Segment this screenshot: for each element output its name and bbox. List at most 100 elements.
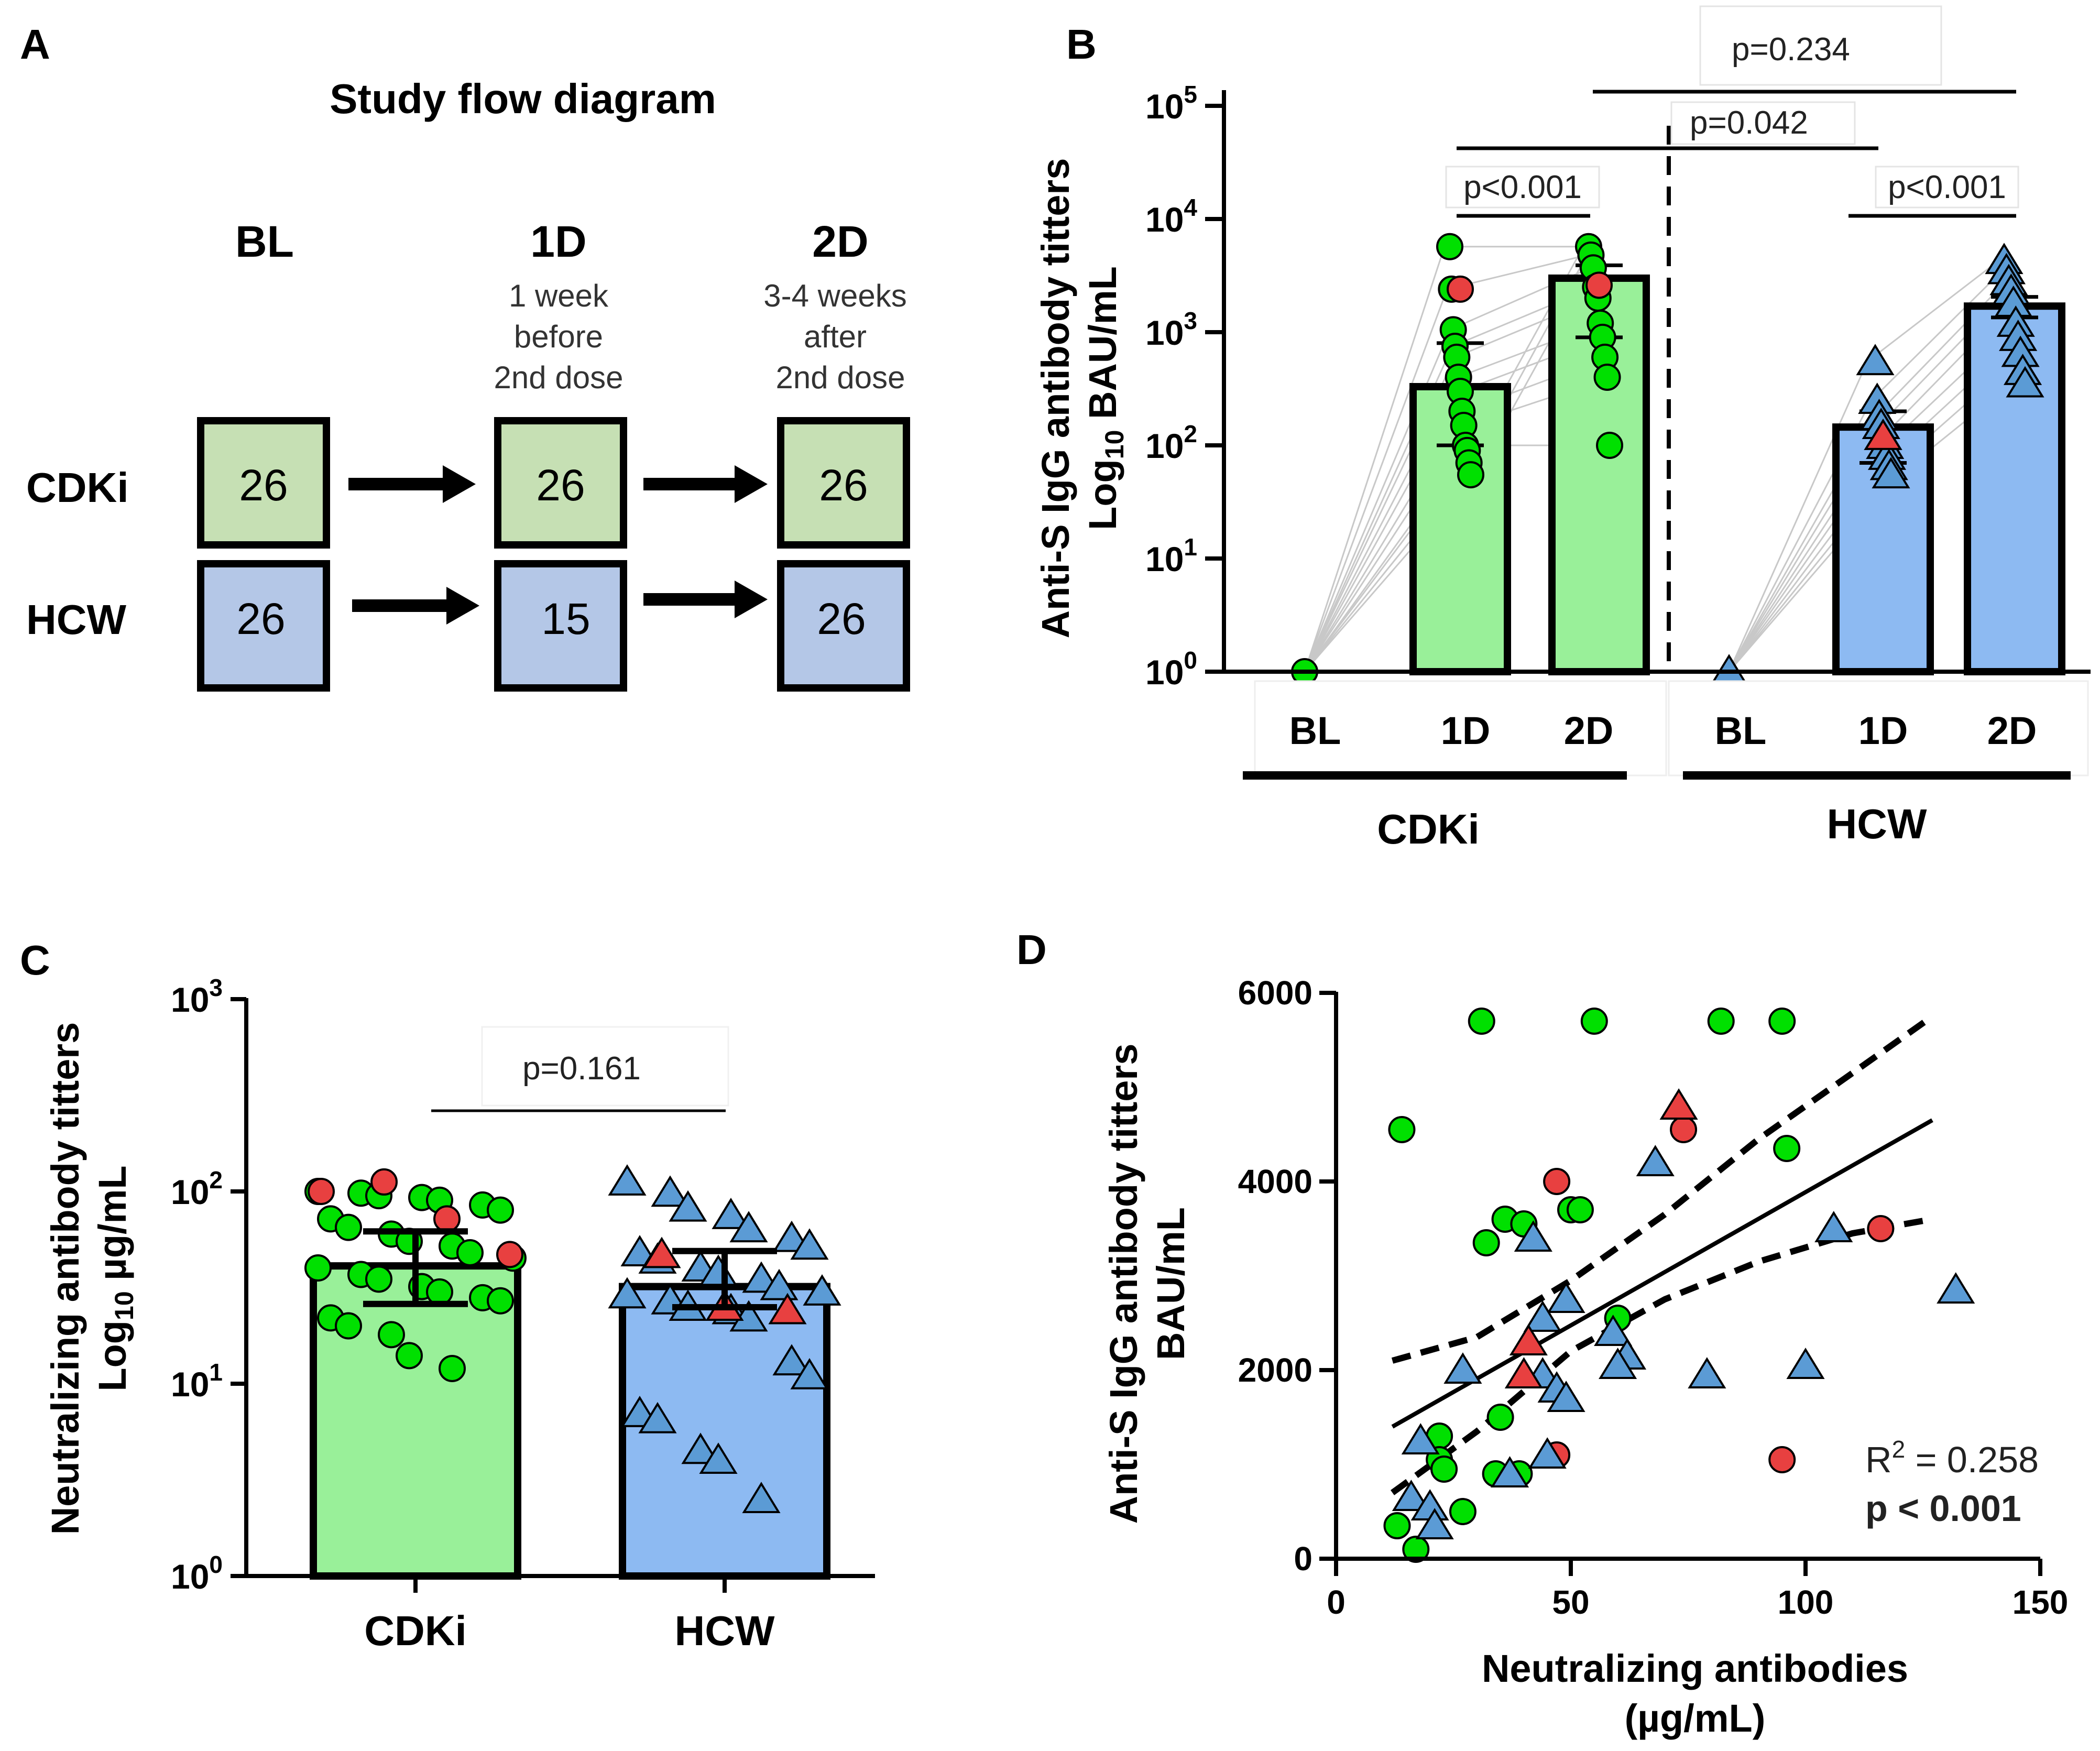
d-point-circle: [1768, 1446, 1796, 1473]
c-point-hcw: [669, 1190, 707, 1222]
c-point-cdki: [396, 1342, 423, 1370]
d-x-tick-label: 100: [1778, 1583, 1834, 1621]
b-xtick-label: 2D: [1564, 709, 1614, 752]
flow-row-cdki: CDKi: [26, 464, 129, 511]
flow-count: 26: [236, 594, 285, 643]
b-xtick-label: BL: [1715, 709, 1767, 752]
c-point-cdki: [456, 1239, 484, 1266]
d-r2-sup: 2: [1892, 1436, 1906, 1463]
panel-d-chart: D Anti-S IgG antibody titters BAU/mL 020…: [1016, 926, 2068, 1740]
flow-col-1d-note: 2nd dose: [494, 360, 624, 395]
c-point-red: [370, 1168, 398, 1196]
d-point-triangle: [1490, 1456, 1529, 1487]
flow-box-cdki-2d: [777, 417, 910, 549]
b-sig-label: p=0.234: [1732, 31, 1850, 68]
flow-col-1d-note: before: [514, 319, 603, 354]
flow-count: 26: [817, 594, 866, 643]
b-xlabel-box: [1254, 680, 1667, 776]
d-point-circle: [1430, 1455, 1458, 1483]
b-y-tick-label-exp: 3: [1184, 307, 1197, 334]
panel-a-flow-diagram: A Study flow diagram BL 1D 1 week before…: [20, 21, 910, 692]
c-y-tick-label-exp: 3: [209, 974, 223, 1001]
d-point-triangle: [1636, 1145, 1675, 1176]
b-y-tick-label-base: 10: [1145, 87, 1184, 126]
b-points: [1291, 233, 2044, 685]
c-point-hcw: [742, 1482, 781, 1513]
d-y-axis-label: Anti-S IgG antibody titters BAU/mL: [1102, 1044, 1193, 1524]
c-point-cdki: [304, 1254, 332, 1282]
b-group-label-hcw: HCW: [1826, 801, 1927, 847]
b-sig-label: p<0.001: [1463, 169, 1582, 205]
b-y-tick-label: 100: [1145, 647, 1197, 692]
flow-count: 26: [536, 461, 585, 510]
d-regression-line: [1391, 1118, 1933, 1429]
c-point-red: [308, 1178, 335, 1205]
b-xtick-label: 1D: [1858, 709, 1908, 752]
arrow-head-icon: [446, 587, 479, 625]
c-y-axis-label: Neutralizing antibody titters Log10 µg/m…: [43, 1022, 139, 1535]
d-point-circle: [1566, 1196, 1594, 1223]
b-point-cdki: [1593, 363, 1621, 391]
c-point-red: [433, 1205, 461, 1233]
c-point-hcw: [699, 1442, 738, 1474]
d-point-triangle: [1523, 1300, 1562, 1332]
d-point-triangle: [1594, 1315, 1633, 1346]
b-xtick-label: 2D: [1987, 709, 2037, 752]
d-x-tick-label: 0: [1327, 1583, 1346, 1621]
d-xlabel-line2: (µg/mL): [1625, 1697, 1766, 1740]
flow-count: 26: [819, 461, 868, 510]
arrow-head-icon: [735, 465, 768, 503]
d-point-circle: [1472, 1229, 1500, 1256]
c-point-cdki: [365, 1265, 392, 1293]
b-pair-line: [1871, 270, 2003, 401]
c-point-red: [496, 1241, 523, 1268]
flow-count: 15: [541, 594, 590, 643]
panel-d-letter: D: [1016, 926, 1047, 973]
panel-c-chart: C Neutralizing antibody titters Log10 µg…: [20, 937, 875, 1654]
b-y-tick-label: 105: [1145, 81, 1197, 126]
c-y-tick-label: 100: [171, 1551, 223, 1596]
c-point-hcw: [651, 1175, 690, 1207]
c-points: [304, 1164, 841, 1513]
panel-a-letter: A: [20, 21, 50, 68]
b-xlabel-box: [1668, 680, 2089, 776]
b-pair-line: [1304, 246, 1446, 672]
d-y-tick-label: 4000: [1238, 1163, 1312, 1200]
d-point-triangle: [1688, 1357, 1726, 1388]
b-point-cdki: [1596, 432, 1623, 459]
c-point-cdki: [439, 1354, 466, 1382]
b-pair-line: [1304, 289, 1448, 672]
b-y-tick-label: 101: [1145, 533, 1197, 578]
c-point-hcw: [608, 1164, 647, 1196]
d-point-triangle: [1528, 1437, 1567, 1469]
d-regression: [1390, 1014, 1934, 1495]
b-pair-line: [1867, 259, 1999, 363]
panel-b-chart: B Anti-S IgG antibody titters Log10 BAU/…: [1034, 5, 2091, 852]
flow-row-hcw: HCW: [26, 596, 127, 643]
d-x-tick-label: 150: [2012, 1583, 2069, 1621]
c-point-cdki: [335, 1213, 362, 1241]
b-point-red: [1447, 275, 1474, 303]
d-point-circle: [1468, 1008, 1495, 1035]
flow-arrows: [348, 465, 768, 625]
b-y-tick-label: 102: [1145, 420, 1197, 465]
c-sig-label: p=0.161: [522, 1050, 641, 1087]
c-point-hcw: [790, 1358, 829, 1389]
b-ylabel-sub: 10: [1100, 430, 1129, 459]
d-point-triangle: [1786, 1348, 1825, 1379]
d-point-circle: [1543, 1168, 1571, 1195]
b-sig-box: [1875, 166, 2019, 209]
d-r2-r: R: [1865, 1439, 1892, 1480]
c-point-hcw: [729, 1211, 768, 1243]
d-point-triangle: [1504, 1357, 1543, 1388]
b-sig-box: [1445, 166, 1600, 209]
flow-box-cdki-1d: [494, 417, 627, 549]
c-ylabel-unit: µg/mL: [91, 1165, 134, 1291]
panel-b-letter: B: [1066, 21, 1097, 68]
d-point-circle: [1580, 1008, 1608, 1035]
b-pair-line: [1728, 361, 1868, 672]
d-x-tick-label: 50: [1552, 1583, 1589, 1621]
d-point-triangle: [1547, 1282, 1585, 1313]
flow-col-2d-note: 3-4 weeks: [763, 278, 906, 313]
b-y-tick-label-exp: 1: [1184, 533, 1197, 561]
